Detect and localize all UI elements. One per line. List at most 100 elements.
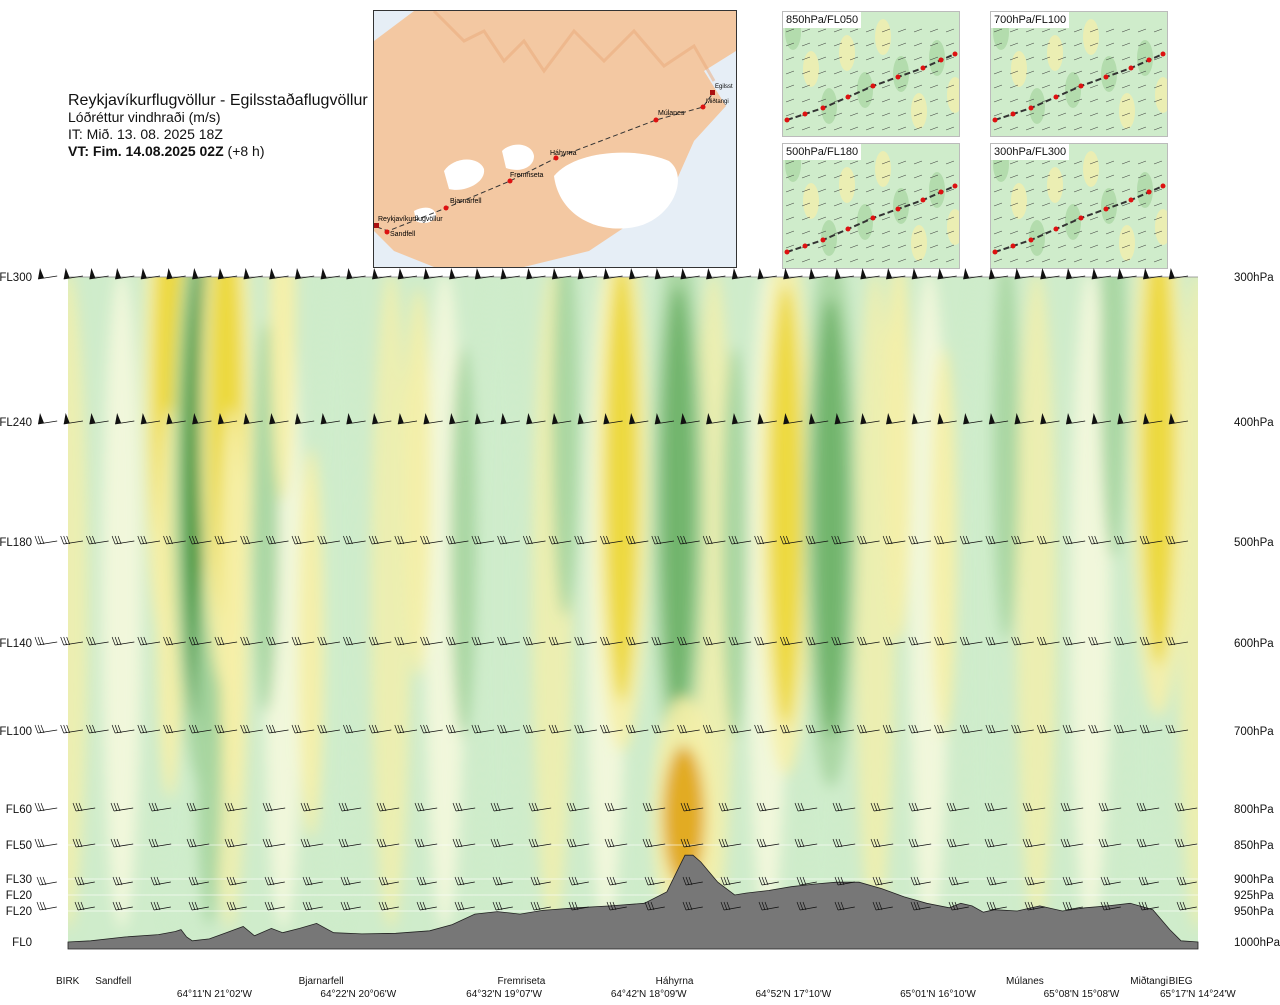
map-point-reykjavik <box>374 223 379 228</box>
map-label-reykjavik: Reykjavíkurflugvöllur <box>378 216 443 223</box>
wind-barb <box>394 724 418 734</box>
wind-barb <box>163 535 186 545</box>
wind-barb <box>831 636 854 646</box>
flight-level-label: FL60 <box>6 804 32 816</box>
wind-barb <box>471 535 495 545</box>
wind-barb <box>528 802 552 812</box>
wind-barb <box>934 535 957 545</box>
waypoint-label: Fremriseta <box>497 976 546 987</box>
wind-barb <box>682 876 703 886</box>
wind-barb <box>397 413 418 425</box>
inset-500hpa-svg <box>783 144 959 268</box>
lead-time: (+8 h) <box>227 143 265 159</box>
wind-barb <box>1036 724 1060 734</box>
wind-barb <box>394 636 418 646</box>
wind-barb <box>985 724 1009 734</box>
wind-barb <box>604 838 628 848</box>
wind-barb <box>882 724 906 734</box>
wind-barb <box>986 876 1007 886</box>
flight-level-label: FL140 <box>0 638 32 650</box>
wind-barb <box>1011 724 1034 734</box>
wind-barb <box>910 876 931 886</box>
wind-barb <box>1088 535 1111 545</box>
inset-700hpa-svg <box>991 12 1167 136</box>
wind-barb <box>265 724 289 734</box>
wind-barb <box>343 535 366 545</box>
wind-barb <box>959 724 983 734</box>
wind-barb <box>338 802 362 812</box>
flight-level-label: FL50 <box>6 840 32 852</box>
wind-barb <box>1100 901 1121 911</box>
wind-barb <box>1036 636 1060 646</box>
wind-barb <box>188 535 212 545</box>
wind-barb <box>600 636 623 646</box>
wind-barb <box>192 268 212 280</box>
wind-barb <box>731 268 752 280</box>
wind-barb <box>72 802 96 812</box>
flight-level-label: FL30 <box>6 874 32 886</box>
wind-barb <box>445 535 469 545</box>
wind-barb <box>262 802 286 812</box>
wind-barb <box>416 901 437 911</box>
wind-barb <box>423 268 443 280</box>
wind-barb <box>908 636 932 646</box>
wind-barb <box>340 876 361 886</box>
wind-barb <box>870 838 894 848</box>
field-band <box>721 347 748 737</box>
wind-barb <box>192 413 212 425</box>
map-point-bjarnarfell <box>443 205 449 211</box>
wind-barb <box>566 838 590 848</box>
wind-barb <box>60 535 83 545</box>
wind-barb <box>140 268 161 280</box>
wind-barb <box>265 636 289 646</box>
wind-barb <box>1165 724 1189 734</box>
wind-barb <box>682 901 703 911</box>
map-label-sandfell: Sandfell <box>390 231 416 238</box>
wind-barb <box>343 636 366 646</box>
wind-barb <box>644 901 665 911</box>
field-band <box>269 277 296 501</box>
wind-barb <box>37 268 58 280</box>
wind-barb <box>226 901 247 911</box>
inset-700hpa-label: 700hPa/FL100 <box>991 12 1070 28</box>
coordinate-label: 65°01'N 16°10'W <box>900 989 976 1000</box>
wind-barb <box>111 535 135 545</box>
map-point-egilsstadir <box>710 90 715 95</box>
wind-barb <box>1062 876 1083 886</box>
field-band <box>992 277 1019 641</box>
map-label-midtangi: Miðtangi <box>706 98 729 105</box>
field-bands <box>68 277 1198 937</box>
wind-barb <box>603 268 623 280</box>
wind-barb <box>882 636 906 646</box>
wind-barb <box>140 413 161 425</box>
wind-barb <box>397 268 418 280</box>
field-stripe <box>370 277 411 930</box>
wind-barb <box>1139 636 1163 646</box>
chart-title-block: Reykjavíkurflugvöllur - Egilsstaðaflugvö… <box>68 92 368 160</box>
wind-barb <box>758 901 779 911</box>
wind-barb <box>302 876 323 886</box>
wind-barb <box>857 535 880 545</box>
inset-500hpa-label: 500hPa/FL180 <box>783 144 862 160</box>
inset-850hpa-label: 850hPa/FL050 <box>783 12 862 28</box>
wind-barb <box>240 535 263 545</box>
wind-barb <box>882 535 906 545</box>
field-stripe <box>68 277 88 930</box>
inset-300hpa-map: 300hPa/FL300 <box>990 143 1168 269</box>
coordinate-label: 65°17'N 14°24'W <box>1160 989 1236 1000</box>
wind-barb <box>137 636 161 646</box>
wind-barb <box>805 724 829 734</box>
wind-barb <box>832 838 856 848</box>
wind-barb <box>577 268 597 280</box>
wind-barb <box>1136 838 1160 848</box>
wind-barb <box>937 268 957 280</box>
wind-barb <box>1065 268 1086 280</box>
wind-barb <box>416 876 437 886</box>
wind-barb <box>420 535 443 545</box>
wind-barb <box>372 413 392 425</box>
wind-barb <box>984 838 1008 848</box>
wind-barb <box>754 535 777 545</box>
wind-barb <box>414 838 438 848</box>
wind-barb <box>548 535 572 545</box>
